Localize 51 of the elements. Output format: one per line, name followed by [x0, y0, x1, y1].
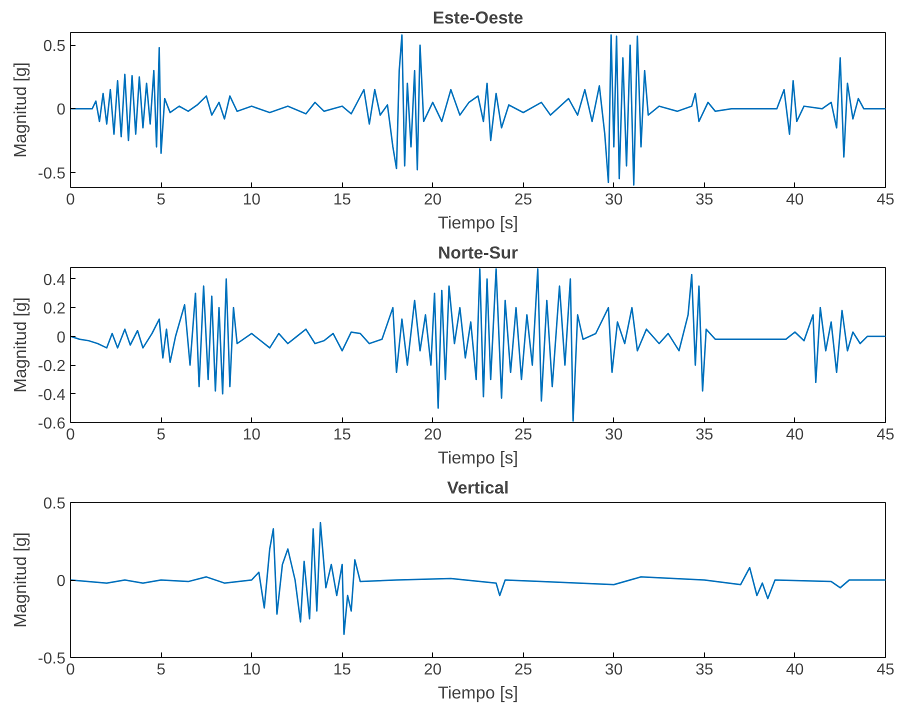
x-tick-label: 15 — [333, 662, 352, 678]
y-tick-label: -0.6 — [38, 416, 66, 432]
x-tick-label: 25 — [514, 192, 532, 208]
y-axis-title: Magnitud [g] — [10, 532, 30, 628]
x-tick-label: 30 — [604, 662, 623, 678]
x-tick-label: 35 — [695, 662, 714, 678]
chart-title: Este-Oeste — [432, 8, 524, 28]
line-series — [70, 522, 886, 635]
y-tick-label: 0 — [56, 573, 66, 590]
line-series — [70, 34, 886, 186]
y-tick-label: 0.5 — [43, 38, 66, 56]
x-tick-label: 45 — [876, 426, 894, 444]
x-tick-label: 10 — [242, 426, 261, 444]
y-tick-label: 0 — [56, 102, 66, 119]
chart-title: Vertical — [447, 478, 509, 498]
line-series — [70, 268, 886, 422]
x-tick-label: 15 — [333, 426, 352, 444]
chart-title: Norte-Sur — [438, 242, 518, 262]
y-tick-label: 0 — [56, 329, 66, 346]
x-tick-label: 5 — [156, 662, 166, 678]
x-tick-label: 10 — [242, 662, 261, 678]
x-tick-label: 10 — [242, 192, 261, 208]
x-tick-label: 40 — [786, 192, 804, 208]
y-tick-label: -0.5 — [38, 165, 66, 182]
y-tick-label: 0.4 — [43, 272, 66, 289]
x-tick-label: 30 — [604, 192, 623, 208]
x-tick-label: 30 — [604, 426, 623, 444]
x-tick-label: 20 — [424, 192, 442, 208]
x-axis-title: Tiempo [s] — [438, 448, 518, 468]
x-tick-label: 20 — [424, 662, 442, 678]
x-tick-label: 40 — [786, 426, 804, 444]
y-tick-label: 0.2 — [43, 300, 66, 318]
x-tick-label: 25 — [514, 662, 532, 678]
x-tick-label: 25 — [514, 426, 532, 444]
y-axis-title: Magnitud [g] — [10, 297, 30, 393]
x-axis-title: Tiempo [s] — [438, 682, 518, 702]
x-tick-label: 45 — [876, 192, 894, 208]
x-tick-label: 35 — [695, 192, 714, 208]
x-tick-label: 15 — [333, 192, 352, 208]
x-axis-title: Tiempo [s] — [438, 212, 518, 232]
x-tick-label: 45 — [876, 662, 894, 678]
y-tick-label: -0.5 — [38, 650, 66, 668]
x-tick-label: 35 — [695, 426, 714, 444]
x-tick-label: 5 — [156, 192, 166, 208]
y-tick-label: 0.5 — [43, 496, 66, 512]
x-tick-label: 40 — [786, 662, 804, 678]
x-tick-label: 20 — [424, 426, 442, 444]
y-axis-title: Magnitud [g] — [10, 62, 30, 158]
y-tick-label: -0.4 — [38, 386, 66, 404]
x-tick-label: 5 — [156, 426, 166, 444]
y-tick-label: -0.2 — [38, 358, 66, 376]
